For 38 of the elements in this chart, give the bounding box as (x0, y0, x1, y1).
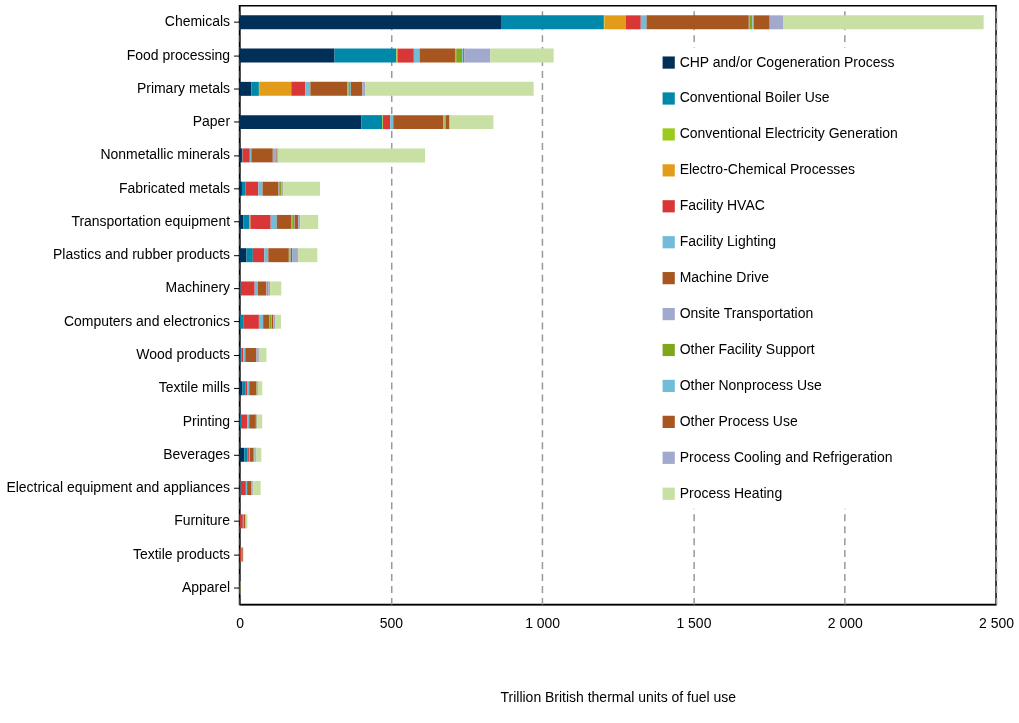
x-tick-label: 1 500 (676, 614, 712, 631)
y-tick-label: Textile mills (158, 379, 231, 396)
legend-label: Process Cooling and Refrigeration (679, 448, 893, 465)
legend-label: Other Nonprocess Use (679, 376, 822, 393)
x-tick-label: 1 000 (525, 614, 561, 631)
y-tick-label: Plastics and rubber products (53, 246, 231, 263)
legend-label: Conventional Boiler Use (679, 89, 830, 106)
x-tick-label: 2 500 (979, 614, 1015, 631)
legend-label: Electro-Chemical Processes (679, 161, 856, 178)
y-tick-label: Wood products (136, 345, 231, 362)
y-tick-label: Machinery (165, 279, 231, 296)
y-tick-label: Fabricated metals (119, 179, 231, 196)
x-tick-label: 2 000 (827, 614, 863, 631)
y-tick-label: Printing (182, 412, 231, 429)
y-tick-label: Apparel (181, 578, 231, 595)
y-tick-label: Furniture (174, 512, 231, 529)
y-tick-label: Primary metals (136, 79, 231, 96)
legend-label: Process Heating (679, 484, 783, 501)
y-tick-label: Computers and electronics (63, 312, 231, 329)
x-axis-title: Trillion British thermal units of fuel use (500, 688, 737, 705)
legend-label: Onsite Transportation (679, 305, 814, 322)
y-tick-label: Chemicals (164, 13, 231, 30)
x-tick-label: 500 (379, 614, 404, 631)
legend-label: CHP and/or Cogeneration Process (679, 53, 895, 70)
y-tick-label: Textile products (132, 545, 231, 562)
y-tick-label: Nonmetallic minerals (100, 146, 231, 163)
legend-label: Other Facility Support (679, 341, 815, 357)
y-tick-label: Beverages (163, 445, 231, 462)
y-tick-label: Paper (192, 113, 231, 130)
y-tick-label: Food processing (126, 46, 231, 63)
legend-label: Facility Lighting (679, 233, 776, 250)
y-tick-label: Electrical equipment and appliances (6, 479, 231, 496)
legend-label: Conventional Electricity Generation (679, 125, 898, 142)
y-tick-label: Transportation equipment (71, 212, 231, 229)
legend-label: Machine Drive (679, 269, 770, 286)
legend-label: Facility HVAC (679, 197, 765, 214)
legend-label: Other Process Use (679, 412, 798, 429)
x-tick-label: 0 (236, 614, 245, 631)
